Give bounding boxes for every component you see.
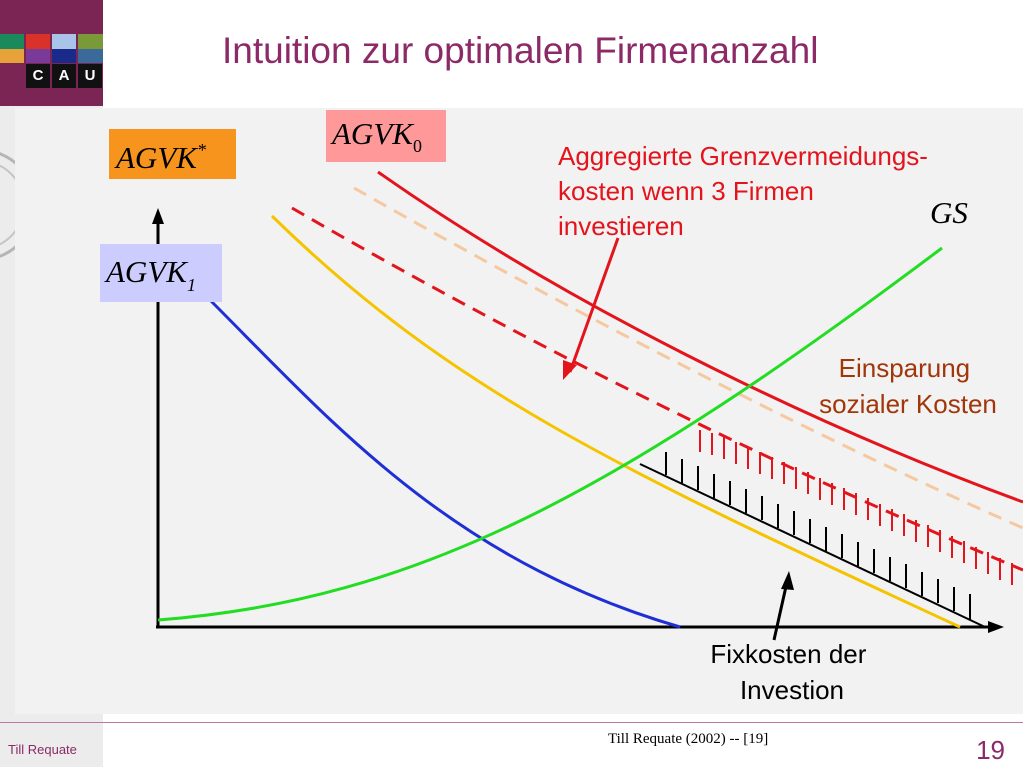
arrow-aggregated <box>568 237 620 373</box>
label-gs: GS <box>930 195 968 230</box>
logo-letter-u: U <box>78 64 102 88</box>
logo-letter-c: C <box>26 64 50 88</box>
annotation-fixed-cost: Fixkosten der Investion <box>710 639 873 705</box>
label-agvk0: AGVK0 <box>330 116 422 156</box>
label-agvk-star-box <box>109 129 236 179</box>
y-axis-arrow-icon <box>152 208 164 224</box>
footer-citation: Till Requate (2002) -- [19] <box>608 731 769 747</box>
diagram-canvas <box>15 108 1023 714</box>
page-number: 19 <box>976 735 1005 765</box>
page-title: Intuition zur optimalen Firmenanzahl <box>222 30 819 71</box>
label-agvk1-box <box>100 244 222 302</box>
logo-letter-a: A <box>52 64 76 88</box>
arrow-fixed-cost <box>772 581 789 641</box>
arrow-aggregated-head-icon <box>563 360 577 380</box>
fixed-cost-hatching <box>639 452 986 628</box>
curve-red-dashed <box>291 206 1023 572</box>
footer-author: Till Requate <box>8 742 77 757</box>
cau-logo: C A U <box>0 0 103 106</box>
annotation-aggregated: Aggregierte Grenzvermeidungs- kosten wen… <box>558 141 935 241</box>
curve-yellow <box>270 214 961 629</box>
curve-agvk1 <box>208 298 681 629</box>
savings-hatching <box>699 430 1013 585</box>
curve-gs <box>157 246 943 622</box>
label-agvk-star: AGVK* <box>114 140 206 175</box>
footer-rule <box>0 722 1023 723</box>
x-axis-arrow-icon <box>988 621 1004 633</box>
annotation-savings: Einsparung sozialer Kosten <box>819 353 997 419</box>
label-agvk0-box <box>326 110 446 162</box>
curve-peach-dashed <box>353 186 1023 530</box>
label-agvk1: AGVK1 <box>104 254 196 295</box>
curve-agvk0 <box>377 170 1023 504</box>
arrow-fixed-cost-head-icon <box>781 571 794 590</box>
